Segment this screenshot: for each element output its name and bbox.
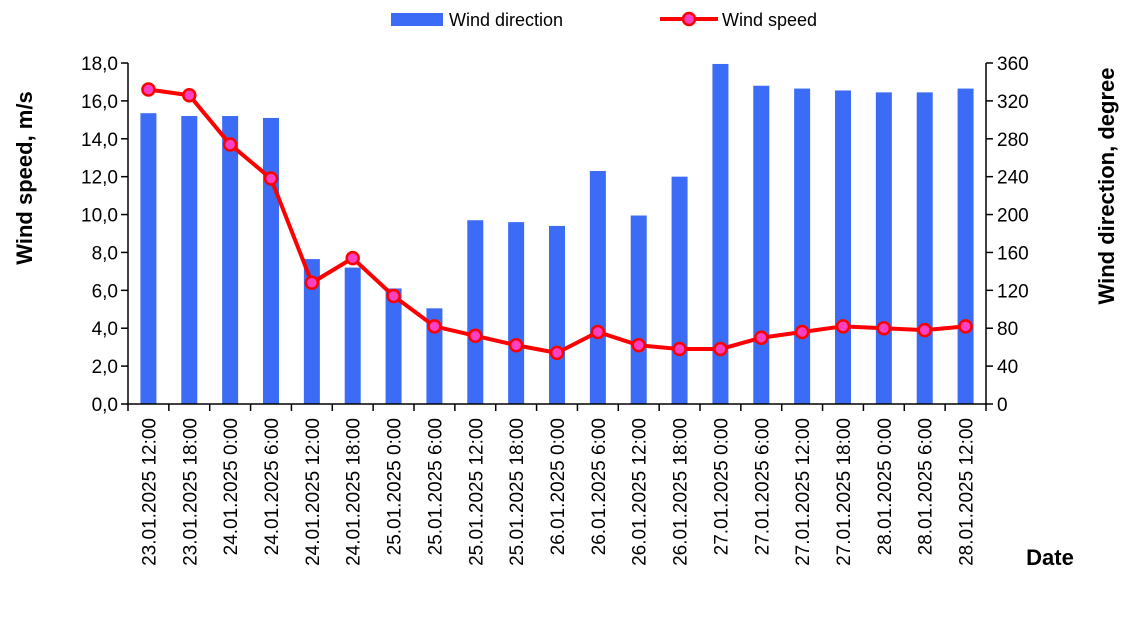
point-25-01-2025-0-00	[386, 288, 401, 304]
right-tick-label: 160	[997, 243, 1029, 264]
point-27-01-2025-0-00	[713, 341, 728, 357]
x-tick-label: 23.01.2025 12:00	[139, 418, 160, 566]
point-25-01-2025-12-00	[468, 328, 483, 344]
right-tick-label: 80	[997, 319, 1018, 340]
x-tick-label: 28.01.2025 6:00	[916, 418, 937, 555]
right-tick-label: 120	[997, 281, 1029, 302]
left-tick-label: 6,0	[92, 281, 118, 302]
bar-23-01-2025-12-00	[140, 113, 157, 404]
left-tick-label: 16,0	[81, 92, 118, 113]
point-26-01-2025-6-00	[590, 324, 606, 340]
left-tick-label: 8,0	[92, 243, 118, 264]
x-tick-label: 24.01.2025 12:00	[303, 418, 324, 566]
right-tick-label: 280	[997, 130, 1029, 151]
bar-24-01-2025-0-00	[222, 116, 239, 404]
x-tick-label: 26.01.2025 18:00	[671, 418, 692, 566]
right-tick-label: 200	[997, 206, 1029, 227]
point-28-01-2025-6-00	[917, 322, 932, 338]
x-axis-ticks: 23.01.2025 12:00 23.01.2025 18:00 24.01.20…	[127, 404, 987, 566]
legend-marker-wind-speed	[681, 11, 697, 27]
bar-27-01-2025-18-00	[835, 90, 851, 404]
point-27-01-2025-12-00	[794, 324, 810, 340]
point-24-01-2025-18-00	[345, 250, 360, 266]
point-23-01-2025-18-00	[182, 87, 197, 103]
legend-label-wind-direction: Wind direction	[449, 10, 563, 30]
bar-24-01-2025-12-00	[303, 259, 320, 404]
x-tick-label: 24.01.2025 6:00	[262, 418, 283, 555]
bar-28-01-2025-6-00	[916, 92, 933, 405]
bar-24-01-2025-18-00	[344, 267, 361, 404]
right-axis-ticks: 0 40 80 120 160 200 240 280 320 360	[986, 54, 1029, 416]
bar-27-01-2025-0-00	[712, 63, 729, 404]
left-tick-label: 2,0	[92, 357, 118, 378]
bar-27-01-2025-12-00	[794, 88, 811, 404]
point-26-01-2025-0-00	[549, 345, 565, 361]
bar-26-01-2025-6-00	[589, 170, 606, 404]
legend-label-wind-speed: Wind speed	[722, 10, 817, 30]
x-tick-label: 28.01.2025 12:00	[957, 418, 978, 566]
bar-25-01-2025-12-00	[467, 220, 484, 404]
right-tick-label: 320	[997, 92, 1029, 113]
point-23-01-2025-12-00	[141, 82, 156, 97]
left-tick-label: 10,0	[81, 206, 118, 227]
bar-28-01-2025-12-00	[957, 88, 974, 404]
left-tick-label: 14,0	[81, 130, 118, 151]
bar-24-01-2025-6-00	[263, 117, 279, 404]
point-24-01-2025-6-00	[263, 171, 279, 186]
x-tick-label: 27.01.2025 18:00	[834, 418, 855, 566]
left-axis-ticks: 0,0 2,0 4,0 6,0 8,0 10,0 12,0 14,0 16,0 18,0	[81, 54, 128, 416]
point-28-01-2025-12-00	[958, 319, 973, 334]
x-tick-label: 27.01.2025 12:00	[793, 418, 814, 566]
x-tick-label: 24.01.2025 0:00	[221, 418, 242, 555]
left-tick-label: 18,0	[81, 54, 118, 75]
right-tick-label: 40	[997, 357, 1018, 378]
left-tick-label: 12,0	[81, 168, 118, 189]
right-axis-title: Wind direction, degree	[1094, 68, 1119, 305]
point-26-01-2025-18-00	[672, 341, 687, 357]
point-28-01-2025-0-00	[876, 320, 892, 336]
x-tick-label: 25.01.2025 12:00	[466, 418, 487, 566]
bar-25-01-2025-0-00	[385, 288, 402, 404]
x-tick-label: 24.01.2025 18:00	[344, 418, 365, 566]
x-tick-label: 26.01.2025 12:00	[630, 418, 651, 566]
right-tick-label: 360	[997, 54, 1029, 75]
legend: Wind direction Wind speed	[391, 10, 817, 30]
point-27-01-2025-18-00	[835, 319, 851, 334]
x-tick-label: 23.01.2025 18:00	[180, 418, 201, 566]
x-tick-label: 25.01.2025 18:00	[507, 418, 528, 566]
x-tick-label: 27.01.2025 0:00	[711, 418, 732, 555]
axes	[127, 63, 987, 405]
point-24-01-2025-0-00	[222, 137, 238, 152]
point-24-01-2025-12-00	[304, 275, 320, 291]
point-25-01-2025-6-00	[427, 319, 442, 334]
right-tick-label: 0	[997, 395, 1008, 416]
line-series-wind-speed	[141, 82, 973, 361]
x-tick-label: 25.01.2025 6:00	[425, 418, 446, 555]
bar-25-01-2025-18-00	[508, 222, 525, 404]
x-tick-label: 27.01.2025 6:00	[752, 418, 773, 555]
x-tick-label: 25.01.2025 0:00	[385, 418, 406, 555]
x-tick-label: 26.01.2025 6:00	[589, 418, 610, 555]
bar-26-01-2025-18-00	[671, 176, 688, 404]
bar-23-01-2025-18-00	[181, 116, 198, 404]
bar-26-01-2025-12-00	[630, 215, 647, 404]
x-axis-title: Date	[1026, 545, 1074, 570]
left-tick-label: 4,0	[92, 319, 118, 340]
point-25-01-2025-18-00	[508, 338, 524, 353]
x-tick-label: 26.01.2025 0:00	[548, 418, 569, 555]
legend-swatch-wind-direction	[391, 13, 443, 26]
left-tick-label: 0,0	[92, 395, 118, 416]
left-axis-title: Wind speed, m/s	[12, 91, 37, 264]
point-27-01-2025-6-00	[754, 330, 769, 345]
x-tick-label: 28.01.2025 0:00	[875, 418, 896, 555]
bar-28-01-2025-0-00	[875, 92, 892, 405]
point-26-01-2025-12-00	[631, 338, 646, 353]
bar-27-01-2025-6-00	[753, 85, 770, 404]
bar-26-01-2025-0-00	[549, 225, 565, 404]
right-tick-label: 240	[997, 168, 1029, 189]
